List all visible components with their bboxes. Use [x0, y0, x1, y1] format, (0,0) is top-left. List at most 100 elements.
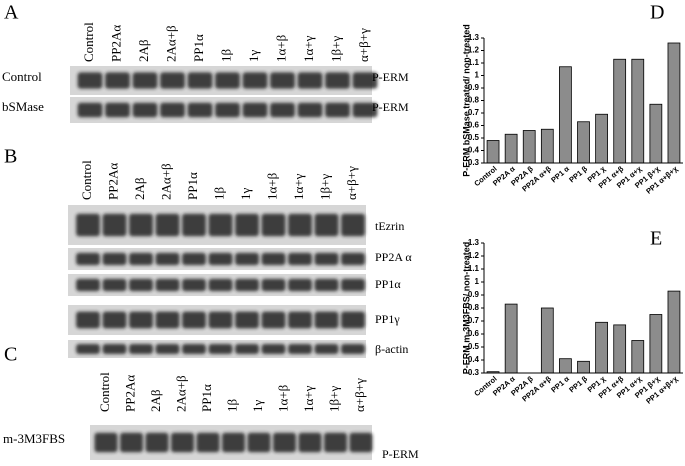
blot-band: [314, 278, 339, 292]
blot-band: [105, 102, 130, 118]
blot-band: [288, 278, 312, 292]
row-label: m-3M3FBS: [3, 431, 65, 446]
lane-label: 1γ: [238, 188, 253, 201]
bar: [540, 128, 554, 164]
blot-band: [102, 278, 127, 292]
blot-band: [155, 311, 180, 329]
lane-label: PP1α: [199, 384, 214, 412]
y-tick-label: 0.8: [468, 303, 480, 312]
bar: [649, 314, 663, 374]
blot-band: [208, 252, 233, 266]
blot-band: [270, 102, 295, 118]
row-label: P-ERM: [372, 100, 409, 114]
y-tick-label: 0.6: [468, 329, 480, 338]
row-label: bSMase: [2, 99, 44, 114]
y-tick-label: 1.3: [468, 33, 480, 42]
blot-band: [129, 311, 153, 329]
blot-band: [261, 252, 286, 266]
lane-label: 2Aβ: [136, 39, 151, 62]
blot-band: [208, 311, 233, 329]
lane-label: 1β+γ: [326, 386, 341, 412]
bar: [595, 321, 608, 374]
blot-band: [235, 278, 259, 292]
blot-band: [76, 343, 100, 355]
bar: [559, 358, 572, 374]
y-axis-label: P-ERM m-3M3FBS/ non-treated: [461, 242, 471, 375]
blot-band: [155, 278, 180, 292]
row-label: Control: [2, 69, 42, 84]
blot-band: [235, 311, 259, 329]
blot-band: [261, 311, 286, 329]
blot-band: [94, 432, 118, 453]
blot-band: [325, 102, 350, 118]
lane-label: 2Aα+β: [158, 163, 173, 200]
blot-band: [145, 432, 169, 453]
bar: [631, 340, 645, 374]
y-tick-label: 1.2: [468, 46, 480, 55]
lane-label: 1α+γ: [291, 173, 306, 200]
y-tick-label: 0.8: [468, 96, 480, 105]
y-tick-label: 0.9: [468, 290, 480, 299]
blot-band: [298, 432, 322, 453]
chart-title: E: [650, 228, 662, 250]
blot-band: [102, 213, 127, 237]
blot-band: [182, 278, 206, 292]
lane-label: 1β: [218, 49, 233, 63]
bar: [540, 307, 554, 374]
y-tick-label: 0.7: [468, 108, 480, 117]
lane-label: 1α+β: [264, 172, 279, 200]
x-tick-label: PP1 β: [567, 374, 589, 395]
lane-label: 1α+γ: [301, 35, 316, 62]
chart-title: D: [650, 2, 664, 24]
bar: [577, 121, 590, 164]
y-tick-label: 0.4: [468, 355, 480, 364]
blot-band: [208, 343, 233, 355]
y-tick-label: 1.1: [468, 58, 480, 67]
blot-band: [341, 278, 365, 292]
lane-label: 2Aβ: [148, 389, 163, 412]
blot-band: [76, 252, 100, 266]
blot-band: [129, 278, 153, 292]
blot-band: [196, 432, 220, 453]
lane-label: PP1α: [185, 172, 200, 200]
bar: [504, 133, 518, 164]
blot-band: [324, 432, 347, 453]
blot-band: [273, 432, 296, 453]
blot-band: [314, 213, 339, 237]
x-tick-label: PP1 α: [549, 164, 571, 185]
blot-band: [349, 432, 373, 453]
bar: [486, 140, 500, 164]
bar: [649, 103, 663, 164]
lane-label: 2Aα+β: [163, 25, 178, 62]
bar: [577, 360, 590, 374]
blot-band: [242, 72, 268, 89]
blot-band: [341, 252, 365, 266]
blot-band: [247, 432, 271, 453]
y-tick-label: 1.2: [468, 251, 480, 260]
y-tick-label: 1.3: [468, 238, 480, 247]
y-tick-label: 0.6: [468, 121, 480, 130]
blot-band: [235, 213, 259, 237]
lane-label: PP2Aα: [108, 25, 123, 62]
blot-band: [314, 311, 339, 329]
lane-label: 1β: [224, 399, 239, 413]
y-tick-label: 1.1: [468, 264, 480, 273]
lane-label: 1β+γ: [328, 36, 343, 62]
blot-band: [314, 252, 339, 266]
row-label: PP1α: [375, 277, 401, 291]
bar: [613, 58, 627, 164]
blot-band: [270, 72, 295, 89]
blot-band: [297, 102, 323, 118]
y-tick-label: 1: [475, 277, 480, 286]
y-tick-label: 0.3: [468, 158, 480, 167]
y-tick-label: 0.5: [468, 342, 480, 351]
y-tick-label: 0.5: [468, 133, 480, 142]
lane-label: Control: [81, 22, 96, 62]
blot-band: [171, 432, 194, 453]
row-label: PP2A α: [375, 250, 412, 264]
panel-letter: B: [4, 146, 17, 168]
blot-band: [325, 72, 350, 89]
blot-band: [187, 102, 213, 118]
blot-band: [155, 343, 180, 355]
blot-band: [182, 213, 206, 237]
